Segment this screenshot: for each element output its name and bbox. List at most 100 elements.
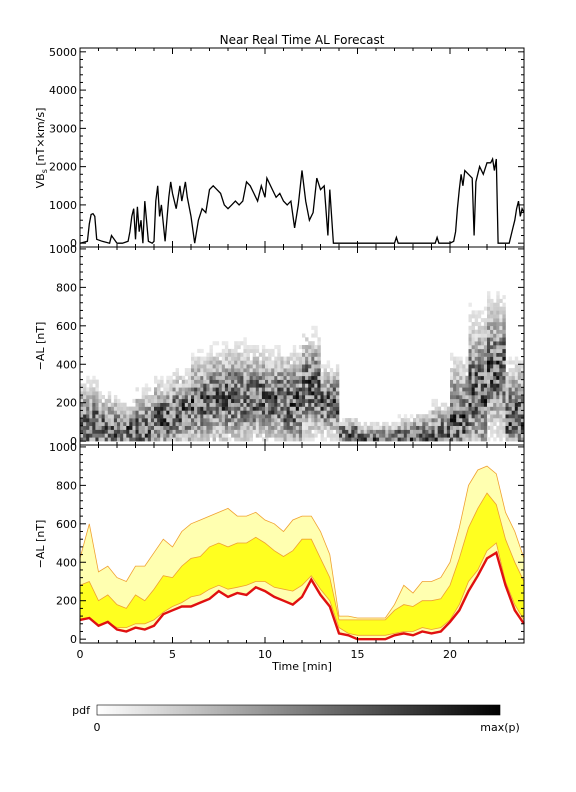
al-pdf-cell: [385, 421, 389, 426]
al-pdf-cell: [487, 295, 491, 300]
al-pdf-cell: [172, 421, 176, 426]
al-pdf-cell: [83, 406, 87, 411]
al-pdf-cell: [277, 360, 281, 365]
al-pdf-cell: [255, 387, 260, 392]
al-pdf-cell: [483, 325, 488, 330]
al-pdf-cell: [110, 433, 115, 438]
al-pdf-cell: [314, 433, 318, 438]
al-forecast-ytick-label: 800: [56, 479, 77, 492]
al-pdf-cell: [474, 337, 479, 342]
al-pdf-cell: [206, 356, 210, 361]
al-pdf-cell: [184, 418, 189, 423]
al-pdf-cell: [132, 418, 136, 423]
al-pdf-cell: [215, 368, 220, 373]
al-pdf-cell: [298, 379, 303, 384]
al-pdf-cell: [305, 337, 309, 342]
al-pdf-cell: [175, 383, 179, 388]
al-pdf-cell: [169, 383, 173, 388]
al-pdf-cell: [487, 298, 491, 303]
al-pdf-cell: [80, 395, 84, 400]
al-pdf-cell: [520, 368, 525, 373]
al-pdf-cell: [499, 379, 503, 384]
al-pdf-cell: [335, 433, 340, 438]
al-pdf-cell: [104, 398, 109, 403]
al-pdf-cell: [505, 375, 509, 380]
al-pdf-cell: [431, 402, 435, 407]
al-pdf-cell: [265, 425, 269, 430]
al-pdf-cell: [480, 348, 485, 353]
al-pdf-cell: [215, 379, 220, 384]
al-pdf-cell: [329, 387, 334, 392]
al-pdf-cell: [166, 391, 170, 396]
al-pdf-cell: [471, 352, 475, 357]
al-pdf-cell: [302, 333, 306, 338]
al-pdf-cell: [215, 360, 220, 365]
al-pdf-cell: [110, 437, 115, 442]
al-pdf-cell: [422, 418, 426, 423]
al-pdf-cell: [505, 410, 509, 415]
al-pdf-cell: [505, 379, 509, 384]
al-pdf-cell: [169, 379, 173, 384]
al-pdf-cell: [80, 383, 84, 388]
al-pdf-cell: [237, 429, 241, 434]
al-pdf-cell: [194, 379, 198, 384]
al-pdf-cell: [314, 329, 318, 334]
colorbar-gradient: [96, 704, 501, 716]
al-pdf-cell: [474, 414, 479, 419]
al-pdf-cell: [237, 414, 241, 419]
al-pdf-cell: [104, 406, 109, 411]
al-pdf-cell: [234, 410, 238, 415]
al-pdf-cell: [490, 372, 494, 377]
al-pdf-cell: [477, 341, 482, 346]
al-pdf-cell: [302, 414, 306, 419]
al-pdf-cell: [228, 383, 232, 388]
al-pdf-cell: [255, 395, 260, 400]
al-pdf-cell: [496, 395, 500, 400]
al-pdf-cell: [295, 437, 300, 442]
al-pdf-cell: [292, 345, 297, 350]
al-pdf-cell: [450, 372, 454, 377]
al-pdf-cell: [453, 395, 457, 400]
al-pdf-cell: [237, 383, 241, 388]
al-pdf-cell: [483, 418, 488, 423]
al-pdf-cell: [302, 372, 306, 377]
al-pdf-cell: [459, 433, 463, 438]
al-pdf-cell: [252, 345, 257, 350]
al-pdf-cell: [187, 421, 192, 426]
al-pdf-cell: [246, 406, 250, 411]
al-pdf-cell: [283, 421, 287, 426]
al-pdf-cell: [480, 421, 485, 426]
al-pdf-cell: [234, 429, 238, 434]
al-pdf-cell: [292, 356, 297, 361]
al-pdf-cell: [209, 352, 213, 357]
al-pdf-cell: [274, 433, 278, 438]
al-pdf-cell: [191, 429, 195, 434]
al-pdf-cell: [231, 410, 235, 415]
al-pdf-cell: [403, 425, 408, 430]
al-pdf-cell: [514, 391, 519, 396]
al-pdf-cell: [261, 379, 266, 384]
al-pdf-cell: [261, 402, 266, 407]
al-pdf-cell: [92, 410, 96, 415]
al-pdf-cell: [206, 414, 210, 419]
al-pdf-cell: [357, 429, 361, 434]
al-pdf-cell: [113, 433, 118, 438]
al-pdf-cell: [490, 379, 494, 384]
al-pdf-cell: [517, 414, 522, 419]
al-pdf-cell: [169, 437, 173, 442]
al-pdf-cell: [366, 433, 371, 438]
al-pdf-cell: [474, 437, 479, 442]
al-pdf-cell: [311, 360, 315, 365]
al-pdf-cell: [314, 352, 318, 357]
al-pdf-cell: [298, 418, 303, 423]
al-pdf-cell: [237, 356, 241, 361]
al-pdf-cell: [317, 368, 321, 373]
al-pdf-cell: [117, 433, 121, 438]
al-pdf-cell: [80, 425, 84, 430]
al-pdf-cell: [493, 318, 497, 323]
al-pdf-cell: [465, 375, 469, 380]
al-pdf-cell: [132, 433, 136, 438]
al-pdf-cell: [129, 433, 133, 438]
al-pdf-cell: [459, 425, 463, 430]
al-pdf-cell: [474, 318, 479, 323]
